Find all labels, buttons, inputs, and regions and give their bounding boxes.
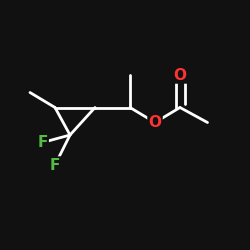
Text: O: O: [148, 115, 162, 130]
Text: O: O: [174, 68, 186, 82]
Text: F: F: [50, 158, 60, 172]
Text: F: F: [37, 135, 48, 150]
